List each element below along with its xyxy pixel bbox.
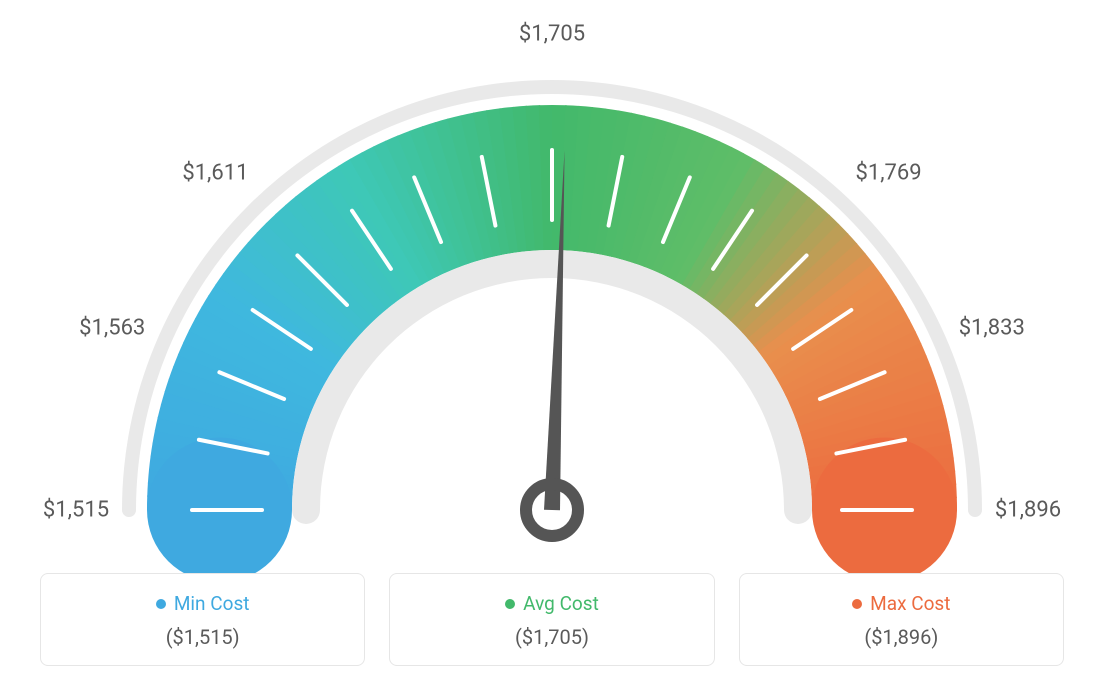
gauge-tick-label: $1,611 (182, 161, 248, 186)
gauge-tick-label: $1,833 (959, 315, 1025, 340)
gauge-tick-label: $1,769 (856, 161, 922, 186)
card-avg-title-row: Avg Cost (400, 592, 703, 615)
legend-cards: Min Cost ($1,515) Avg Cost ($1,705) Max … (40, 573, 1064, 666)
gauge-tick-label: $1,515 (43, 498, 109, 523)
dot-icon (852, 599, 862, 609)
gauge-tick-label: $1,705 (519, 22, 585, 47)
card-min-value: ($1,515) (51, 625, 354, 649)
gauge-chart: $1,515 $1,563 $1,611 $1,705 $1,769 $1,833 $1,8… (0, 0, 1104, 560)
card-max-title: Max Cost (870, 592, 950, 615)
card-min-title-row: Min Cost (51, 592, 354, 615)
card-max-value: ($1,896) (750, 625, 1053, 649)
dot-icon (156, 599, 166, 609)
gauge-svg (0, 40, 1104, 580)
card-max-cost: Max Cost ($1,896) (739, 573, 1064, 666)
card-avg-value: ($1,705) (400, 625, 703, 649)
card-avg-cost: Avg Cost ($1,705) (389, 573, 714, 666)
card-avg-title: Avg Cost (523, 592, 599, 615)
dot-icon (505, 599, 515, 609)
gauge-tick-label: $1,563 (79, 315, 145, 340)
gauge-tick-label: $1,896 (995, 498, 1061, 523)
card-min-cost: Min Cost ($1,515) (40, 573, 365, 666)
card-max-title-row: Max Cost (750, 592, 1053, 615)
card-min-title: Min Cost (174, 592, 250, 615)
